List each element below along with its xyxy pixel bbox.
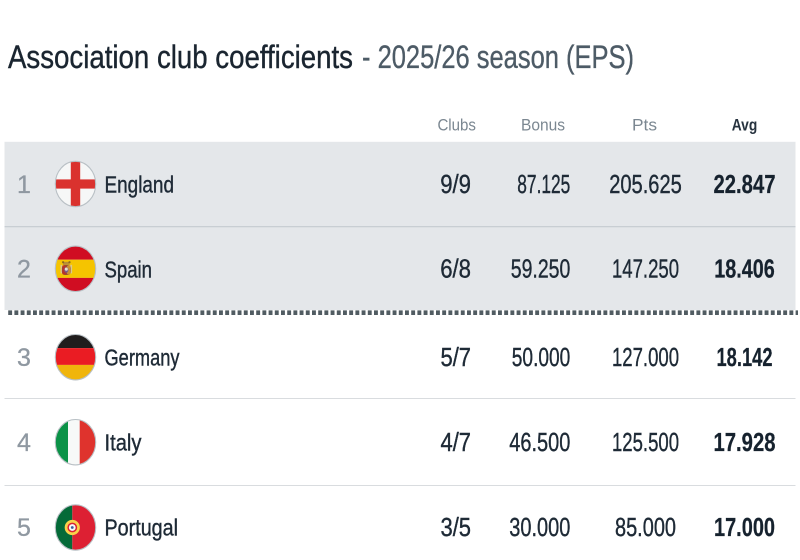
- svg-text:Pts: Pts: [632, 117, 657, 135]
- svg-text:18.142: 18.142: [717, 342, 773, 372]
- svg-text:Portugal: Portugal: [105, 515, 179, 541]
- svg-text:46.500: 46.500: [509, 427, 570, 457]
- svg-text:6/8: 6/8: [440, 254, 471, 284]
- svg-text:Spain: Spain: [105, 256, 153, 282]
- svg-text:Association club coefficients: Association club coefficients: [8, 38, 353, 75]
- svg-text:50.000: 50.000: [512, 342, 571, 372]
- svg-text:125.500: 125.500: [612, 427, 679, 457]
- svg-text:4/7: 4/7: [441, 427, 472, 457]
- svg-text:127.000: 127.000: [612, 342, 679, 372]
- svg-text:- 2025/26 season (EPS): - 2025/26 season (EPS): [362, 38, 634, 75]
- svg-text:5/7: 5/7: [441, 342, 472, 372]
- svg-text:87.125: 87.125: [517, 169, 570, 199]
- svg-text:17.928: 17.928: [714, 427, 776, 457]
- svg-text:Avg: Avg: [732, 117, 758, 135]
- svg-text:Bonus: Bonus: [521, 117, 565, 135]
- svg-text:Clubs: Clubs: [437, 117, 476, 135]
- svg-text:147.250: 147.250: [612, 254, 679, 284]
- svg-text:9/9: 9/9: [440, 169, 471, 199]
- svg-text:4: 4: [17, 429, 31, 457]
- svg-text:2: 2: [17, 256, 31, 284]
- svg-text:England: England: [105, 172, 175, 198]
- svg-text:22.847: 22.847: [714, 169, 776, 199]
- svg-text:3/5: 3/5: [441, 512, 472, 542]
- svg-text:3: 3: [17, 344, 31, 372]
- svg-text:59.250: 59.250: [511, 254, 571, 284]
- svg-text:205.625: 205.625: [609, 169, 682, 199]
- svg-text:85.000: 85.000: [615, 512, 676, 542]
- svg-text:18.406: 18.406: [714, 254, 775, 284]
- svg-text:1: 1: [17, 171, 31, 199]
- svg-text:Italy: Italy: [105, 430, 142, 456]
- svg-text:Germany: Germany: [105, 345, 180, 371]
- svg-text:17.000: 17.000: [714, 512, 775, 542]
- svg-text:5: 5: [17, 514, 31, 542]
- svg-text:30.000: 30.000: [509, 512, 570, 542]
